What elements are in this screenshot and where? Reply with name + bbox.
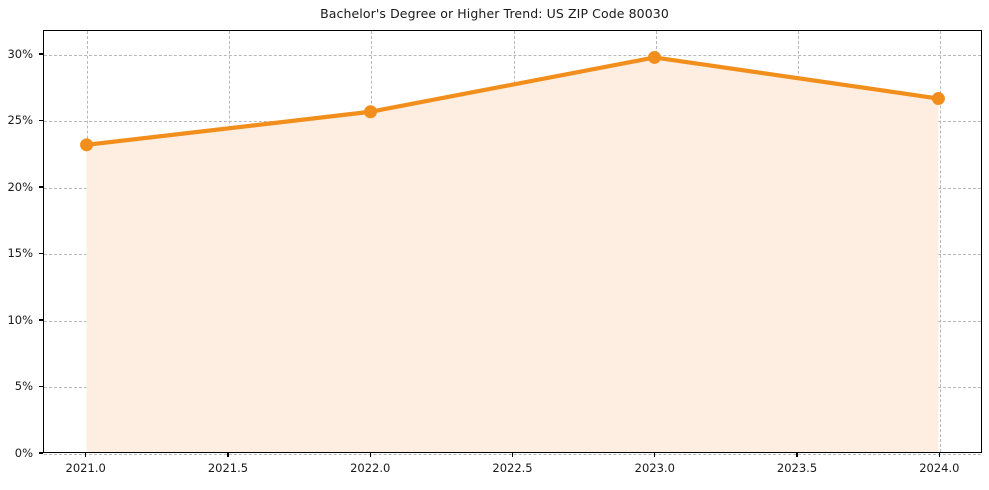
x-axis-tick-label: 2021.5 [207, 461, 249, 475]
y-axis-tick-mark [39, 252, 43, 255]
y-axis-tick-label: 0% [14, 446, 33, 460]
gridline-vertical [940, 31, 942, 452]
x-axis-tick-marks [43, 453, 982, 461]
y-axis-tick-mark [39, 119, 43, 122]
x-axis-tick-mark [938, 453, 940, 457]
data-point-marker [647, 51, 661, 64]
x-axis-tick-label: 2023.5 [776, 461, 818, 475]
plot-area [43, 30, 982, 455]
y-axis-tick-mark [39, 53, 43, 55]
x-axis-tick-mark [511, 453, 514, 457]
chart-title: Bachelor's Degree or Higher Trend: US ZI… [320, 6, 669, 21]
data-point-marker [931, 92, 945, 105]
y-axis-tick-label: 5% [14, 379, 33, 394]
x-axis-tick-mark [227, 453, 229, 457]
data-point-marker [80, 138, 94, 152]
x-axis-tick-label: 2023.0 [634, 461, 675, 475]
gridline-horizontal [44, 54, 981, 56]
y-axis-tick-labels: 0% 5% 10% 15% 20% 25% 30% [0, 30, 33, 460]
data-point-marker [364, 105, 378, 119]
y-axis-tick-mark [39, 186, 43, 188]
x-axis-tick-mark [369, 453, 371, 457]
x-axis-tick-mark [796, 453, 798, 457]
y-axis-tick-mark [39, 385, 43, 388]
series-line-path [84, 55, 941, 147]
y-axis-tick-label: 25% [7, 113, 33, 128]
x-axis-tick-label: 2022.0 [350, 461, 391, 475]
area-fill-path [86, 57, 939, 452]
x-axis-tick-label: 2024.0 [919, 461, 960, 475]
x-axis-tick-label: 2022.5 [492, 461, 533, 475]
y-axis-tick-mark [39, 319, 43, 321]
y-axis-tick-label: 30% [7, 46, 33, 61]
y-axis-tick-mark [39, 452, 43, 454]
x-axis-tick-mark [85, 453, 87, 457]
y-axis-tick-label: 20% [7, 179, 33, 194]
data-series-line [80, 51, 945, 152]
x-axis-tick-label: 2021.0 [65, 461, 106, 475]
y-axis-tick-marks [35, 30, 43, 454]
y-axis-tick-label: 15% [7, 246, 33, 261]
x-axis-tick-labels: 2021.0 2021.5 2022.0 2022.5 2023.0 2023.5 2024… [43, 461, 982, 481]
y-axis-tick-label: 10% [7, 312, 33, 327]
area-fill [86, 57, 939, 452]
x-axis-tick-mark [654, 453, 656, 457]
